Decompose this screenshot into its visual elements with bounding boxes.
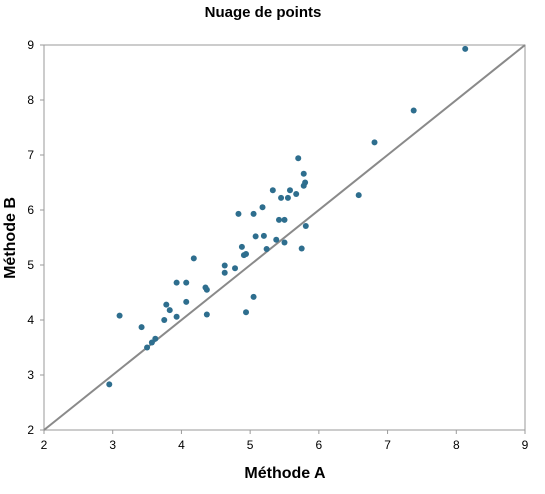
data-point [259, 204, 266, 211]
data-point [203, 311, 210, 318]
x-tick-label: 3 [109, 438, 116, 452]
data-point [203, 286, 210, 293]
data-point [243, 251, 250, 257]
data-point [116, 312, 123, 319]
data-point [286, 187, 293, 194]
data-point [221, 269, 228, 276]
x-tick-label: 6 [316, 438, 323, 452]
data-point [371, 139, 378, 146]
data-point [161, 317, 168, 323]
y-tick-label: 6 [27, 203, 34, 217]
data-point [183, 279, 190, 286]
data-point [221, 262, 228, 269]
data-point [298, 245, 305, 252]
x-tick-label: 8 [453, 438, 460, 452]
data-point [238, 243, 245, 250]
data-point [260, 232, 267, 239]
plot-area: 2 3 4 5 6 7 8 9 2 3 4 5 6 7 8 9 [27, 38, 528, 452]
data-point [276, 216, 283, 223]
data-point [106, 381, 113, 388]
data-point [243, 309, 250, 316]
x-axis-ticks: 2 3 4 5 6 7 8 9 [41, 430, 529, 452]
y-tick-label: 3 [27, 368, 34, 382]
x-tick-label: 4 [178, 438, 185, 452]
data-point [232, 265, 239, 272]
data-point [410, 107, 417, 114]
chart-title: Nuage de points [205, 4, 322, 21]
data-point [235, 210, 242, 217]
x-axis-label: Méthode A [244, 465, 326, 482]
data-point [163, 301, 170, 308]
data-point [355, 192, 362, 199]
y-tick-label: 8 [27, 93, 34, 107]
data-point [269, 187, 276, 194]
data-point [152, 335, 159, 342]
data-point [173, 279, 180, 286]
x-tick-label: 7 [384, 438, 391, 452]
y-tick-label: 5 [27, 258, 34, 272]
x-tick-label: 2 [41, 438, 48, 452]
data-point [252, 233, 259, 240]
y-axis-label: Méthode B [2, 197, 19, 279]
reference-line [43, 44, 526, 431]
data-point [166, 307, 173, 314]
data-point [250, 210, 257, 217]
data-point [173, 313, 180, 320]
data-point [281, 239, 288, 246]
y-tick-label: 2 [27, 423, 34, 437]
data-point [281, 216, 288, 223]
data-point [278, 194, 285, 201]
x-tick-label: 9 [522, 438, 529, 452]
data-point [295, 155, 302, 162]
data-point [183, 298, 190, 305]
data-point [263, 246, 270, 253]
y-tick-label: 4 [27, 313, 34, 327]
data-point [302, 179, 309, 186]
x-tick-label: 5 [247, 438, 254, 452]
data-point [138, 324, 145, 331]
data-point [293, 191, 300, 198]
data-point [148, 339, 155, 346]
y-tick-label: 9 [27, 38, 34, 52]
data-point [190, 255, 197, 262]
data-point [300, 170, 307, 177]
y-tick-label: 7 [27, 148, 34, 162]
data-point [302, 222, 309, 229]
data-point [250, 293, 257, 300]
data-points [106, 45, 469, 388]
y-axis-ticks: 2 3 4 5 6 7 8 9 [27, 38, 44, 437]
data-point [273, 236, 280, 243]
data-point [462, 45, 469, 52]
data-point [284, 194, 291, 201]
data-point [144, 344, 151, 351]
